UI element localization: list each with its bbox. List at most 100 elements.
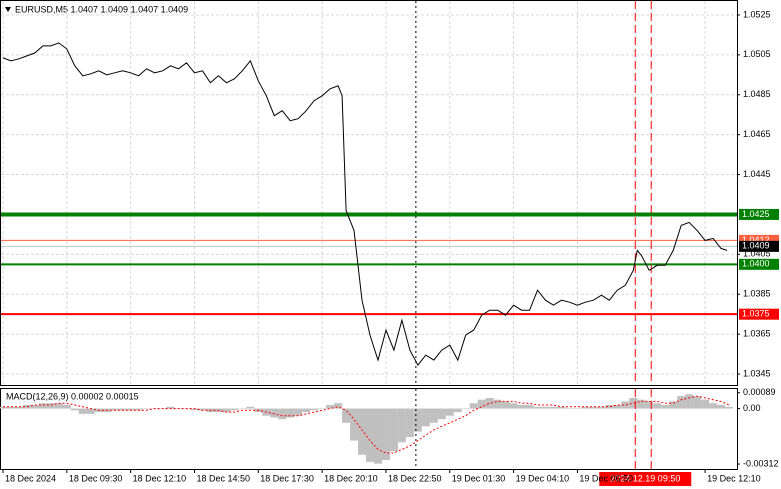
level-label-bg — [739, 308, 779, 320]
level-label: 1.0412 — [742, 235, 770, 245]
macd-bar — [310, 408, 319, 411]
x-tick-label: 19 Dec 06:50 — [579, 473, 633, 483]
x-tick-label: 19 Dec 04:10 — [516, 473, 570, 483]
macd-bar — [469, 403, 478, 409]
macd-bar — [445, 408, 454, 416]
level-label-bg — [739, 240, 779, 252]
macd-bar — [613, 405, 622, 409]
main-frame — [0, 0, 738, 386]
signal-line — [3, 395, 730, 454]
macd-bar — [645, 401, 654, 409]
y-tick-label: 1.0385 — [743, 289, 771, 299]
y-tick-label: 1.0465 — [743, 129, 771, 139]
macd-bar — [485, 397, 494, 409]
macd-bar — [389, 408, 398, 452]
x-tick-label: 18 Dec 12:10 — [133, 473, 187, 483]
x-tick-label: 18 Dec 14:50 — [196, 473, 250, 483]
macd-bar — [142, 408, 151, 410]
macd-bar — [270, 408, 279, 418]
macd-bar — [565, 408, 574, 410]
macd-bar — [429, 408, 438, 423]
y-tick-label: 1.0525 — [743, 9, 771, 19]
macd-bar — [0, 406, 7, 409]
macd-bar — [453, 408, 462, 413]
macd-bar — [637, 399, 646, 409]
macd-bar — [62, 405, 71, 409]
macd-title: MACD(12,26,9) 0.00002 0.00015 — [6, 391, 139, 401]
macd-bar — [365, 408, 374, 462]
macd-bar — [709, 403, 718, 409]
y-tick-label: 1.0445 — [743, 169, 771, 179]
macd-bar — [198, 408, 207, 411]
macd-bar — [38, 403, 47, 409]
macd-bar — [110, 408, 119, 411]
x-tick-label: 19 Dec 12:10 — [707, 473, 761, 483]
chart-title: EURUSD,M5 1.0407 1.0409 1.0407 1.0409 — [15, 4, 188, 14]
cursor-label: 2024.12.19 09:50 — [610, 473, 680, 483]
y-tick-label: 0.00 — [743, 403, 761, 413]
macd-bar — [86, 408, 95, 414]
macd-bar — [413, 408, 422, 432]
macd-bar — [286, 408, 295, 418]
macd-bar — [549, 406, 558, 409]
y-tick-label: 1.0405 — [743, 249, 771, 259]
x-tick-label: 18 Dec 2024 — [5, 473, 56, 483]
macd-bar — [118, 408, 127, 411]
macd-bar — [693, 396, 702, 409]
macd-bar — [278, 408, 287, 420]
y-tick-label: -0.00312 — [743, 458, 779, 468]
macd-bar — [14, 406, 23, 409]
x-tick-label: 19 Dec 01:30 — [452, 473, 506, 483]
macd-bar — [541, 406, 550, 409]
macd-bar — [605, 405, 614, 409]
macd-bar — [525, 405, 534, 409]
macd-bar — [477, 399, 486, 409]
macd-bar — [533, 406, 542, 409]
menu-triangle — [5, 7, 11, 12]
macd-bar — [621, 401, 630, 409]
macd-bar — [126, 408, 135, 411]
macd-frame — [0, 388, 738, 470]
price-line — [2, 42, 728, 367]
macd-bar — [134, 408, 143, 411]
y-tick-label: 1.0485 — [743, 89, 771, 99]
macd-bar — [222, 408, 231, 413]
macd-bar — [461, 408, 470, 410]
y-tick-label: 1.0345 — [743, 368, 771, 378]
macd-bar — [166, 406, 175, 409]
x-tick-label: 18 Dec 09:30 — [69, 473, 123, 483]
macd-bar — [677, 396, 686, 409]
y-tick-label: 1.0505 — [743, 49, 771, 59]
macd-bar — [581, 406, 590, 409]
macd-bar — [6, 406, 15, 409]
macd-bar — [54, 403, 63, 409]
macd-bar — [373, 408, 382, 464]
macd-bar — [302, 408, 311, 413]
x-tick-label: 18 Dec 22:50 — [388, 473, 442, 483]
macd-bar — [238, 408, 247, 410]
macd-bar — [358, 408, 367, 455]
x-tick-label: 18 Dec 17:30 — [260, 473, 314, 483]
level-label: 1.0375 — [742, 309, 770, 319]
macd-bar — [669, 401, 678, 409]
macd-bar — [246, 406, 255, 409]
y-tick-label: 1.0365 — [743, 329, 771, 339]
cursor-label-bg — [599, 472, 692, 486]
macd-bar — [493, 399, 502, 409]
level-label: 1.0425 — [742, 209, 770, 219]
macd-bar — [350, 408, 359, 441]
macd-bar — [557, 406, 566, 409]
y-tick-label: 0.00089 — [743, 387, 776, 397]
macd-bar — [685, 394, 694, 409]
macd-bar — [318, 408, 327, 410]
level-label-bg — [739, 208, 779, 220]
macd-bar — [629, 397, 638, 409]
level-label: 1.0409 — [742, 241, 770, 251]
macd-bar — [589, 406, 598, 409]
macd-bar — [405, 408, 414, 437]
macd-bar — [653, 403, 662, 409]
macd-bar — [230, 408, 239, 411]
macd-bar — [437, 408, 446, 420]
macd-bar — [517, 405, 526, 409]
